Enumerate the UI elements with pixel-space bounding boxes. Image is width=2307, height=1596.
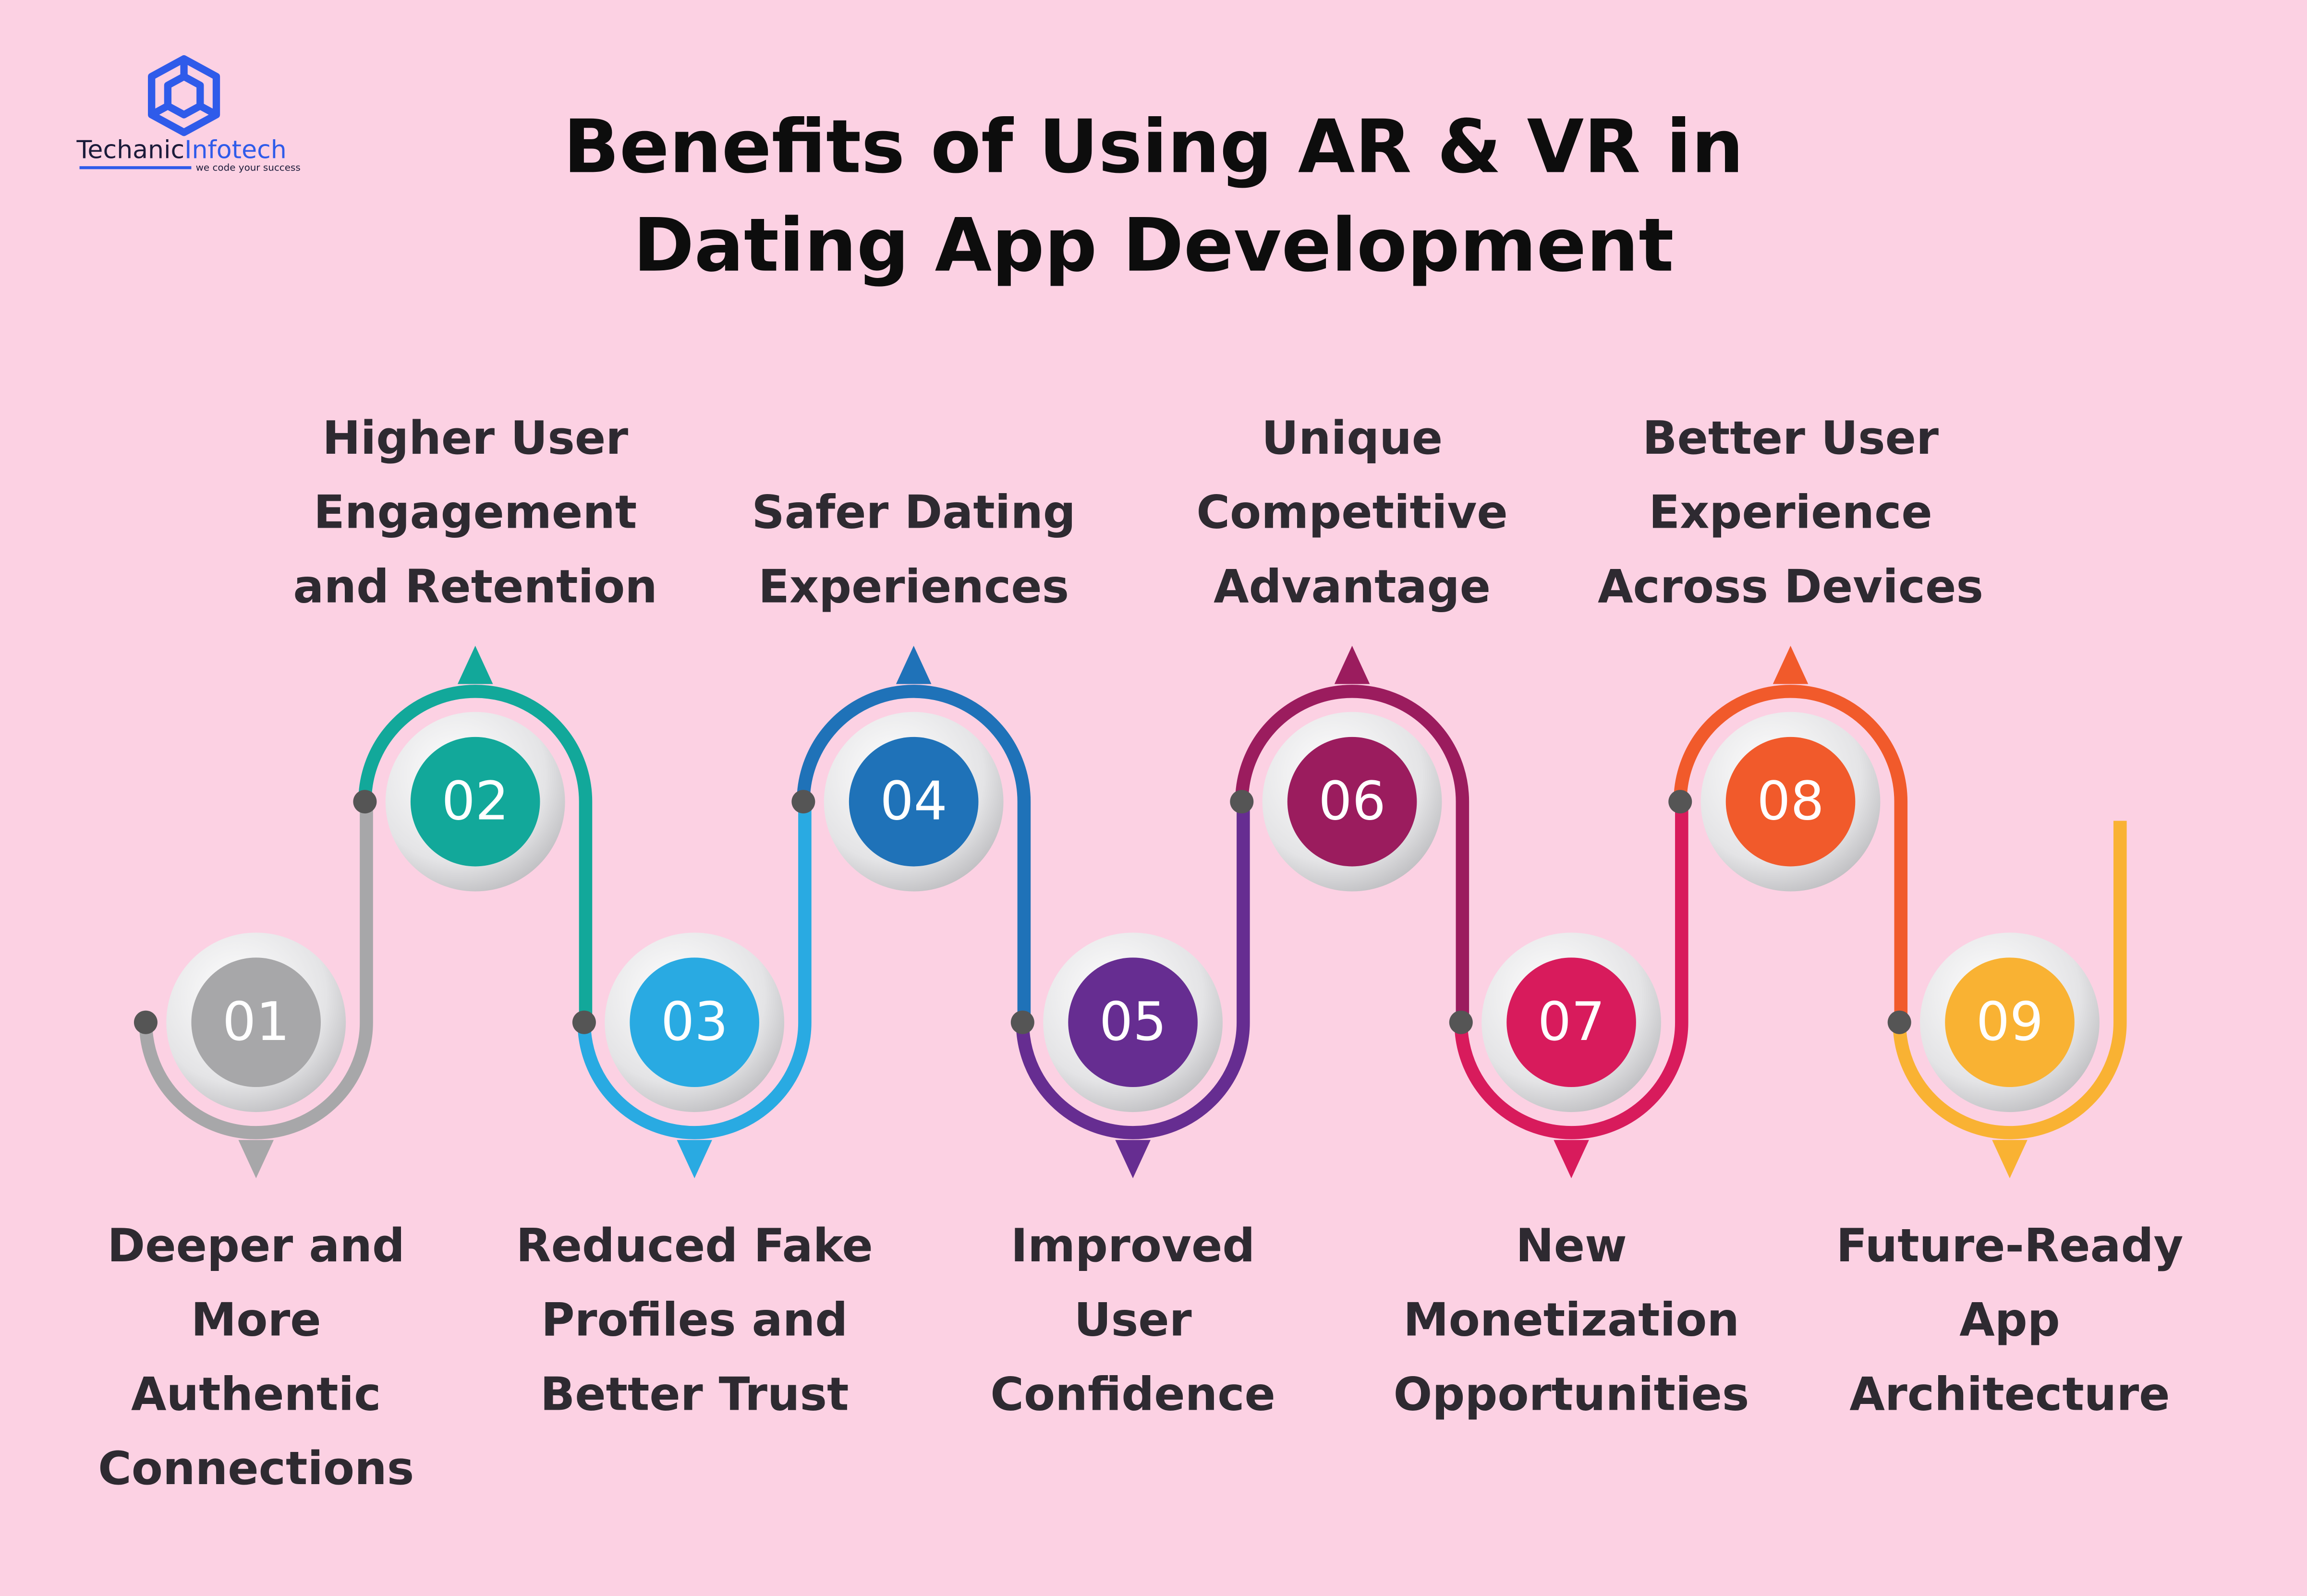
connector-dot: [353, 790, 377, 814]
step-label: Reduced Fake: [516, 1220, 873, 1272]
steps: 01 Deeper and More Authentic Connections 02 Hi…: [98, 412, 2183, 1495]
logo-name: TechanicInfotech: [76, 135, 286, 164]
step-label: New: [1516, 1220, 1627, 1272]
step-label: Experience: [1649, 486, 1932, 539]
step-number: 08: [1757, 771, 1824, 833]
step-label: Connections: [98, 1442, 414, 1495]
connector-dot: [1230, 790, 1254, 814]
track-segment: [1016, 801, 1250, 1139]
step-label: and Retention: [293, 560, 657, 613]
step-number: 05: [1099, 991, 1166, 1053]
logo-tagline: we code your success: [196, 162, 301, 173]
step-label: Authentic: [131, 1368, 381, 1421]
step-circle: [849, 737, 979, 867]
step-number: 01: [222, 991, 290, 1053]
track-segment: [139, 801, 373, 1139]
track-segment: [1673, 685, 1908, 1023]
connector-dot: [1668, 790, 1692, 814]
step-label: Higher User: [322, 412, 628, 465]
step-circle: [191, 957, 321, 1087]
step-number: 04: [880, 771, 947, 833]
pointer: [1334, 645, 1370, 684]
step-label: Future-Ready: [1836, 1220, 2184, 1272]
step-label: Advantage: [1214, 560, 1491, 613]
track: [139, 645, 2127, 1178]
step-circle: [1945, 957, 2075, 1087]
step-label: Unique: [1262, 412, 1443, 465]
step-label: Confidence: [990, 1368, 1275, 1421]
step-number: 06: [1318, 771, 1385, 833]
step-label: Deeper and: [107, 1220, 405, 1272]
step-label: Competitive: [1196, 486, 1508, 539]
step-circle: [1506, 957, 1636, 1087]
track-segment: [1235, 685, 1469, 1023]
step-label: Across Devices: [1598, 560, 1983, 613]
title-line: Benefits of Using AR & VR in: [563, 104, 1744, 190]
step-label: Opportunities: [1394, 1368, 1749, 1421]
pointer: [1992, 1140, 2028, 1178]
step-circle: [1068, 957, 1198, 1087]
step-number: 07: [1538, 991, 1605, 1053]
pointer: [238, 1140, 274, 1178]
step-circle: [1287, 737, 1417, 867]
logo-name-part2: Infotech: [184, 135, 287, 164]
title-line: Dating App Development: [633, 203, 1674, 289]
connector-dot: [572, 1010, 596, 1034]
pointer: [1773, 645, 1809, 684]
track-segment: [1893, 821, 2127, 1139]
step-number: 03: [661, 991, 728, 1053]
pointer: [896, 645, 932, 684]
step-label: Experiences: [758, 560, 1069, 613]
connector-dot: [134, 1010, 158, 1034]
step-label: More: [191, 1294, 321, 1347]
pointer: [457, 645, 493, 684]
track-segment: [358, 685, 593, 1023]
step-label: Better User: [1642, 412, 1939, 465]
logo-icon: [148, 55, 220, 136]
connector-dot: [791, 790, 815, 814]
step-label: Better Trust: [540, 1368, 849, 1421]
step-label: Safer Dating: [752, 486, 1076, 539]
step-number: 02: [442, 771, 509, 833]
connector-dot: [1887, 1010, 1911, 1034]
step-label: User: [1074, 1294, 1192, 1347]
pointer: [1115, 1140, 1151, 1178]
track-segment: [1454, 801, 1688, 1139]
connector-dot: [1449, 1010, 1473, 1034]
step-label: Improved: [1011, 1220, 1255, 1272]
pointer: [677, 1140, 712, 1178]
step-label: Monetization: [1403, 1294, 1739, 1347]
step-label: Profiles and: [541, 1294, 848, 1347]
step-circle: [630, 957, 759, 1087]
step-label: Engagement: [314, 486, 637, 539]
step-label: App: [1959, 1294, 2060, 1347]
step-label: Architecture: [1849, 1368, 2170, 1421]
step-circle: [1725, 737, 1856, 867]
logo-name-part1: Techanic: [76, 135, 184, 164]
step-number: 09: [1976, 991, 2043, 1053]
track-segment: [577, 801, 812, 1139]
track-segment: [797, 685, 1031, 1023]
pointer: [1554, 1140, 1589, 1178]
step-circle: [410, 737, 540, 867]
connector-dot: [1010, 1010, 1034, 1034]
